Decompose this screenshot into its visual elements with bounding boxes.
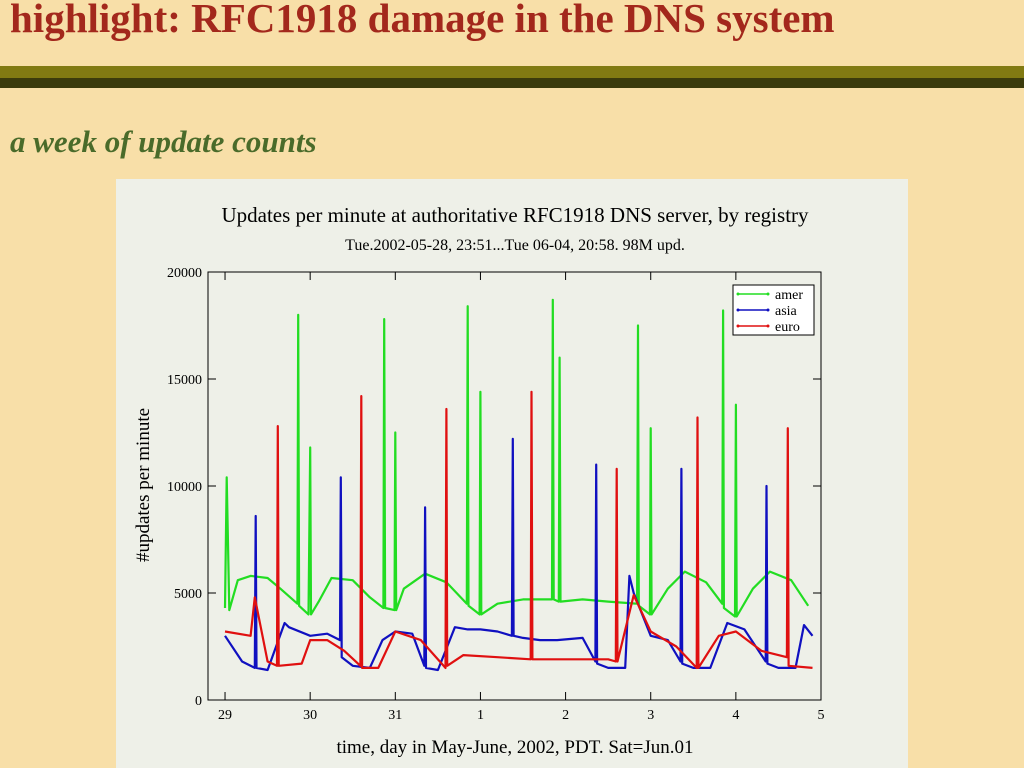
y-tick-label: 0 xyxy=(195,694,202,709)
x-tick-label: 3 xyxy=(647,708,654,723)
series-line xyxy=(224,390,813,669)
x-tick-label: 5 xyxy=(818,708,825,723)
decor-band xyxy=(0,78,1024,88)
legend-marker xyxy=(766,324,770,328)
x-tick-label: 29 xyxy=(218,708,232,723)
legend-marker xyxy=(736,324,740,328)
chart: Updates per minute at authoritative RFC1… xyxy=(116,179,908,768)
legend-label: asia xyxy=(775,304,798,319)
slide-title: highlight: RFC1918 damage in the DNS sys… xyxy=(10,0,835,41)
series-line xyxy=(223,298,810,618)
x-tick-label: 30 xyxy=(303,708,317,723)
x-tick-label: 31 xyxy=(388,708,402,723)
y-tick-label: 15000 xyxy=(167,373,202,388)
legend-label: amer xyxy=(775,288,803,303)
x-axis-label: time, day in May-June, 2002, PDT. Sat=Ju… xyxy=(336,737,693,758)
x-tick-label: 4 xyxy=(732,708,739,723)
series-line xyxy=(224,437,814,672)
legend-label: euro xyxy=(775,320,800,335)
y-axis-label: #updates per minute xyxy=(133,408,154,562)
x-tick-label: 1 xyxy=(477,708,484,723)
decor-band xyxy=(0,66,1024,78)
x-tick-label: 2 xyxy=(562,708,569,723)
legend-marker xyxy=(766,308,770,312)
chart-title: Updates per minute at authoritative RFC1… xyxy=(221,203,809,227)
y-tick-label: 20000 xyxy=(167,266,202,281)
y-tick-label: 10000 xyxy=(167,480,202,495)
y-tick-label: 5000 xyxy=(174,587,202,602)
legend-marker xyxy=(766,292,770,296)
legend-marker xyxy=(736,308,740,312)
legend-marker xyxy=(736,292,740,296)
chart-subtitle: Tue.2002-05-28, 23:51...Tue 06-04, 20:58… xyxy=(345,237,685,254)
slide-subtitle: a week of update counts xyxy=(10,124,317,159)
